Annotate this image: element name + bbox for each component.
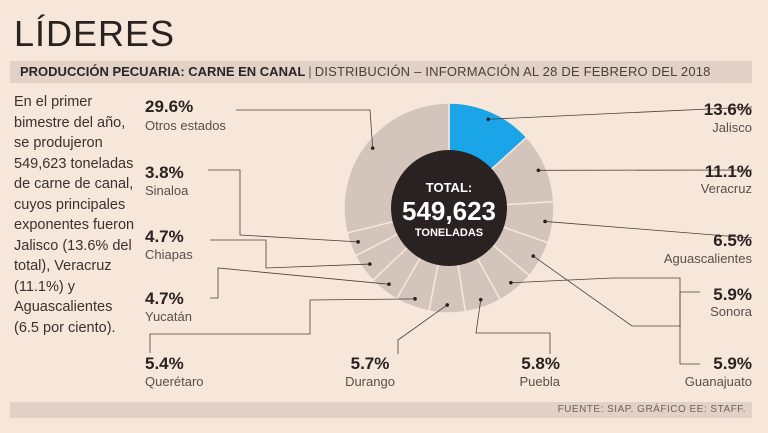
name-label-sinaloa: Sinaloa <box>145 183 189 198</box>
subtitle-bar: PRODUCCIÓN PECUARIA: CARNE EN CANAL | DIST… <box>10 61 752 83</box>
leader-line-otros-estados <box>236 109 374 149</box>
subtitle-main: PRODUCCIÓN PECUARIA: CARNE EN CANAL <box>20 64 306 79</box>
subtitle-detail: DISTRIBUCIÓN – INFORMACIÓN AL 28 DE FEBR… <box>314 64 711 79</box>
leader-line-aguascalientes <box>545 221 753 239</box>
center-total-label: TOTAL: <box>426 180 472 195</box>
intro-text: En el primer bimestre del año, se produj… <box>14 94 135 336</box>
leader-line-queretaro <box>149 298 416 353</box>
pct-label-jalisco: 13.6% <box>704 100 752 119</box>
name-label-guanajuato: Guanajuato <box>685 374 752 389</box>
center-total-unit: TONELADAS <box>415 227 483 239</box>
pct-label-chiapas: 4.7% <box>145 227 184 246</box>
leader-dot-chiapas <box>368 262 372 266</box>
name-label-sonora: Sonora <box>710 304 753 319</box>
leader-dot-durango <box>445 303 450 307</box>
slices-group <box>343 102 555 314</box>
pct-label-yucatan: 4.7% <box>145 289 184 308</box>
subtitle-separator: | <box>308 64 312 79</box>
pct-label-otros-estados: 29.6% <box>145 97 193 116</box>
leader-line-jalisco <box>488 106 753 120</box>
name-label-chiapas: Chiapas <box>145 247 193 262</box>
pct-label-guanajuato: 5.9% <box>713 354 752 373</box>
leader-dot-otros-estados <box>370 146 375 150</box>
pct-label-queretaro: 5.4% <box>145 354 184 373</box>
pct-label-aguascalientes: 6.5% <box>713 231 752 250</box>
leader-line-yucatan <box>210 267 390 299</box>
name-label-durango: Durango <box>345 374 395 389</box>
leader-line-guanajuato <box>510 277 700 365</box>
leader-dot-sinaloa <box>356 240 360 244</box>
source-footer: FUENTE: SIAP. GRÁFICO EE: STAFF. <box>10 402 752 418</box>
name-label-queretaro: Querétaro <box>145 374 204 389</box>
leader-dot-puebla <box>478 297 483 302</box>
pct-label-veracruz: 11.1% <box>705 162 752 181</box>
leader-dot-jalisco <box>486 117 491 122</box>
page-title: LÍDERES <box>14 13 176 54</box>
leader-line-puebla <box>475 299 551 354</box>
pct-label-sonora: 5.9% <box>713 285 752 304</box>
pct-label-sinaloa: 3.8% <box>145 163 184 182</box>
name-label-puebla: Puebla <box>520 374 561 389</box>
labels-group: 13.6%Jalisco 11.1%Veracruz 6.5%Aguascalien… <box>145 97 753 389</box>
name-label-otros-estados: Otros estados <box>145 118 226 133</box>
pct-label-durango: 5.7% <box>351 354 390 373</box>
leader-line-sinaloa <box>208 169 359 243</box>
leader-line-chiapas <box>210 239 370 269</box>
leader-line-durango <box>397 304 448 354</box>
name-label-veracruz: Veracruz <box>701 181 752 196</box>
name-label-yucatan: Yucatán <box>145 309 192 324</box>
leader-dot-sonora <box>531 254 536 258</box>
center-total-value: 549,623 <box>402 196 496 226</box>
leader-dot-aguascalientes <box>543 219 547 224</box>
name-label-aguascalientes: Aguascalientes <box>664 251 753 266</box>
pct-label-puebla: 5.8% <box>521 354 560 373</box>
leader-dot-queretaro <box>413 297 417 301</box>
leader-line-sonora <box>533 255 700 327</box>
leader-dot-guanajuato <box>509 280 513 285</box>
leader-lines-group <box>149 106 753 365</box>
center-disc <box>391 150 507 266</box>
leader-dot-veracruz <box>536 168 541 173</box>
name-label-jalisco: Jalisco <box>712 120 752 135</box>
leader-dot-yucatan <box>387 282 391 287</box>
